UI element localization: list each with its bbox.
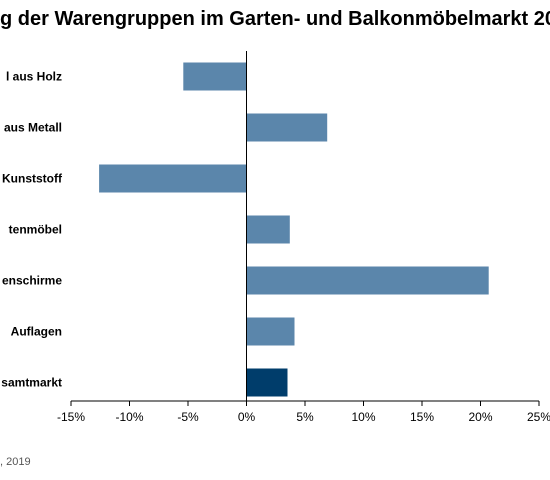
source-note: , 2019 xyxy=(0,456,31,468)
bar-l-aus-holz xyxy=(183,62,247,91)
bar-enschirme xyxy=(246,266,489,295)
x-tick-label: 10% xyxy=(351,410,375,424)
bar-auflagen xyxy=(246,317,295,346)
category-label-auflagen: Auflagen xyxy=(11,325,62,339)
category-label-tenmöbel: tenmöbel xyxy=(9,223,62,237)
x-tick-label: 15% xyxy=(410,410,434,424)
x-tick-label: -15% xyxy=(57,410,85,424)
x-tick-label: 20% xyxy=(468,410,492,424)
category-label-samtmarkt: samtmarkt xyxy=(1,376,62,390)
category-label-enschirme: enschirme xyxy=(2,274,62,288)
chart-title: g der Warengruppen im Garten- und Balkon… xyxy=(0,8,550,30)
bar-tenmöbel xyxy=(246,215,290,244)
category-label-l-aus-holz: l aus Holz xyxy=(6,70,62,84)
bar-kunststoff xyxy=(99,164,247,193)
bars-layer xyxy=(99,62,489,397)
x-tick-label: -5% xyxy=(177,410,199,424)
category-label-aus-metall: aus Metall xyxy=(4,121,62,135)
axes: -15% -10% -5% 0% 5% 10% 15% 20% 25% xyxy=(57,51,550,424)
category-label-kunststoff: Kunststoff xyxy=(2,172,63,186)
x-tick-label: 0% xyxy=(238,410,256,424)
category-labels: l aus Holz aus Metall Kunststoff tenmöbel en… xyxy=(1,70,63,390)
x-tick-label: 25% xyxy=(527,410,550,424)
bar-samtmarkt xyxy=(246,368,288,397)
x-tick-label: -10% xyxy=(115,410,143,424)
bar-aus-metall xyxy=(246,113,328,142)
x-tick-label: 5% xyxy=(296,410,314,424)
